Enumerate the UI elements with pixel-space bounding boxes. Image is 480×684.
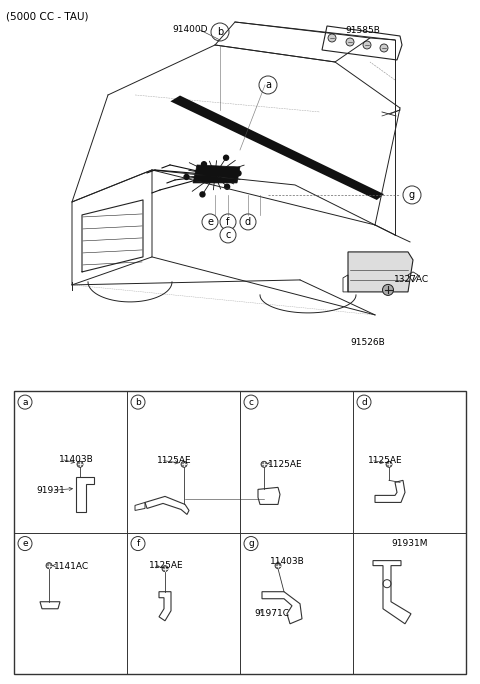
Circle shape [225, 184, 229, 189]
Text: 91585B: 91585B [345, 26, 380, 35]
Text: a: a [22, 397, 28, 406]
Text: f: f [136, 539, 140, 548]
Text: c: c [249, 397, 253, 406]
Circle shape [46, 563, 52, 568]
Circle shape [181, 461, 187, 467]
Text: 91931: 91931 [36, 486, 65, 495]
Circle shape [200, 192, 205, 197]
Text: a: a [265, 80, 271, 90]
Circle shape [131, 395, 145, 409]
Circle shape [346, 38, 354, 46]
Circle shape [261, 461, 267, 467]
Text: 1125AE: 1125AE [157, 456, 192, 465]
Text: 91971C: 91971C [254, 609, 289, 618]
Polygon shape [193, 165, 240, 183]
Circle shape [363, 41, 371, 49]
Text: e: e [207, 217, 213, 227]
Text: 11403B: 11403B [270, 557, 305, 566]
Circle shape [386, 461, 392, 467]
Text: 1125AE: 1125AE [149, 561, 184, 570]
Text: 91400D: 91400D [172, 25, 207, 34]
Circle shape [244, 395, 258, 409]
Circle shape [77, 461, 83, 467]
Text: d: d [361, 397, 367, 406]
Text: g: g [409, 190, 415, 200]
Circle shape [403, 186, 421, 204]
Text: g: g [248, 539, 254, 548]
Circle shape [202, 161, 206, 167]
Circle shape [202, 214, 218, 230]
Text: e: e [22, 539, 28, 548]
Circle shape [244, 536, 258, 551]
Circle shape [383, 285, 394, 295]
Circle shape [131, 536, 145, 551]
Circle shape [18, 395, 32, 409]
Text: b: b [135, 397, 141, 406]
Circle shape [259, 76, 277, 94]
Circle shape [240, 214, 256, 230]
Circle shape [18, 536, 32, 551]
Circle shape [328, 34, 336, 42]
Circle shape [357, 395, 371, 409]
Text: 11403B: 11403B [59, 455, 94, 464]
Text: f: f [226, 217, 230, 227]
Text: 1125AE: 1125AE [368, 456, 403, 465]
Text: 91931M: 91931M [391, 539, 428, 548]
Text: c: c [225, 230, 231, 240]
Text: b: b [217, 27, 223, 37]
Circle shape [211, 23, 229, 41]
Text: 1327AC: 1327AC [394, 275, 429, 284]
Polygon shape [170, 96, 384, 200]
Circle shape [220, 227, 236, 243]
Circle shape [380, 44, 388, 52]
Text: d: d [245, 217, 251, 227]
Polygon shape [348, 252, 413, 292]
Circle shape [220, 214, 236, 230]
Text: 1141AC: 1141AC [54, 562, 89, 571]
Circle shape [224, 155, 228, 160]
Circle shape [184, 174, 189, 179]
Text: 1125AE: 1125AE [268, 460, 302, 469]
Circle shape [162, 566, 168, 572]
Text: (5000 CC - TAU): (5000 CC - TAU) [6, 12, 88, 22]
Text: 91526B: 91526B [350, 338, 385, 347]
Circle shape [236, 171, 241, 176]
Circle shape [275, 563, 281, 568]
